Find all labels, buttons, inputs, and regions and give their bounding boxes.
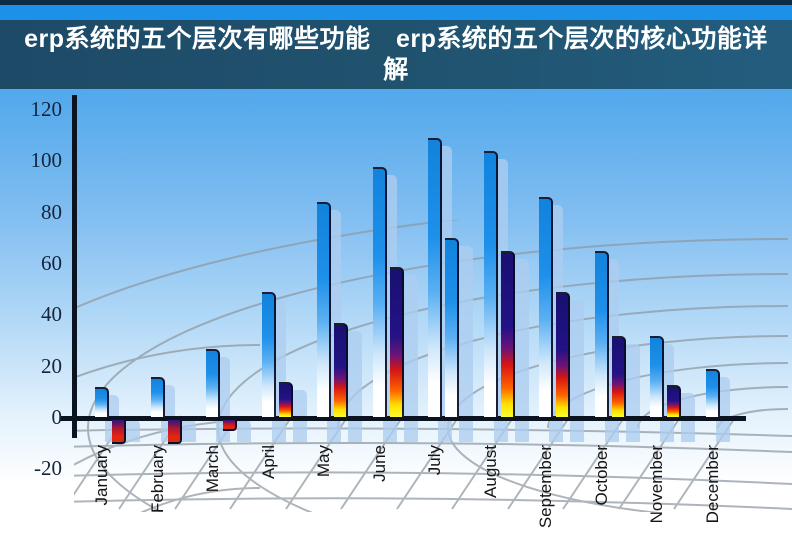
bar-shadow-august-secondary bbox=[514, 259, 529, 442]
x-axis-label-april: April bbox=[258, 445, 278, 480]
bar-may-secondary bbox=[334, 323, 348, 417]
top-blue-accent-strip bbox=[0, 5, 792, 20]
y-axis-tick-label: 60 bbox=[41, 251, 62, 276]
x-axis-label-march: March bbox=[203, 445, 222, 493]
top-dark-strip bbox=[0, 0, 792, 5]
bar-june-primary bbox=[372, 166, 387, 417]
bar-shadow-february-secondary bbox=[181, 420, 196, 442]
bar-june-secondary bbox=[389, 266, 404, 417]
x-axis-label-november: November bbox=[647, 445, 666, 524]
x-axis-label-may: May bbox=[314, 445, 333, 478]
bar-march-primary bbox=[206, 348, 220, 417]
x-axis-baseline bbox=[60, 416, 746, 421]
bar-shadow-october-secondary bbox=[625, 343, 640, 442]
x-axis-label-august: August bbox=[480, 445, 500, 498]
x-axis-label-january: January bbox=[92, 445, 111, 506]
page-title-line2: 解 bbox=[383, 56, 409, 84]
y-axis-tick-label: 120 bbox=[30, 97, 63, 122]
y-axis-line bbox=[72, 95, 77, 438]
title-banner: erp系统的五个层次有哪些功能 erp系统的五个层次的核心功能详 解 bbox=[0, 20, 792, 89]
bar-april-primary bbox=[261, 292, 276, 417]
y-axis-tick-label: 20 bbox=[41, 353, 62, 378]
bar-august-secondary bbox=[500, 251, 515, 417]
x-axis-label-december: December bbox=[702, 445, 722, 524]
x-axis-label-june: June bbox=[369, 445, 389, 482]
x-axis-label-july: July bbox=[425, 445, 444, 476]
bar-december-primary bbox=[705, 369, 720, 417]
bar-november-secondary bbox=[667, 384, 681, 417]
bar-shadow-may-secondary bbox=[348, 331, 362, 442]
bar-october-primary bbox=[594, 251, 609, 417]
bar-shadow-september-secondary bbox=[570, 300, 584, 442]
bar-july-primary bbox=[428, 138, 442, 417]
bar-october-secondary bbox=[611, 335, 626, 417]
bar-january-secondary-negative bbox=[112, 420, 126, 444]
x-axis-label-september: September bbox=[536, 445, 555, 529]
y-axis-tick-label: 80 bbox=[41, 199, 62, 224]
bar-shadow-march-secondary bbox=[237, 420, 251, 442]
x-axis-label-february: February bbox=[147, 445, 167, 514]
bar-january-primary bbox=[95, 387, 109, 417]
y-axis-tick-label: 0 bbox=[51, 405, 63, 429]
y-axis-tick-label: 100 bbox=[30, 148, 63, 173]
bar-september-secondary bbox=[556, 292, 570, 417]
bar-february-primary bbox=[150, 376, 165, 417]
y-axis-tick-label: 40 bbox=[41, 302, 62, 327]
bar-may-primary bbox=[317, 202, 331, 417]
bar-shadow-january-secondary bbox=[126, 420, 140, 442]
page-title-line1: erp系统的五个层次有哪些功能 erp系统的五个层次的核心功能详 bbox=[24, 25, 768, 53]
bar-november-primary bbox=[650, 335, 664, 417]
bar-shadow-july-secondary bbox=[459, 246, 473, 442]
bar-july-secondary bbox=[445, 238, 459, 417]
bar-september-primary bbox=[539, 197, 553, 417]
bar-march-secondary-negative bbox=[223, 420, 237, 431]
bar-february-secondary-negative bbox=[167, 420, 182, 444]
bar-august-primary bbox=[483, 151, 498, 417]
bar-april-secondary bbox=[278, 382, 293, 417]
x-axis-label-october: October bbox=[591, 445, 611, 506]
bar-shadow-june-secondary bbox=[403, 274, 418, 442]
y-axis-tick-label: -20 bbox=[34, 456, 62, 481]
